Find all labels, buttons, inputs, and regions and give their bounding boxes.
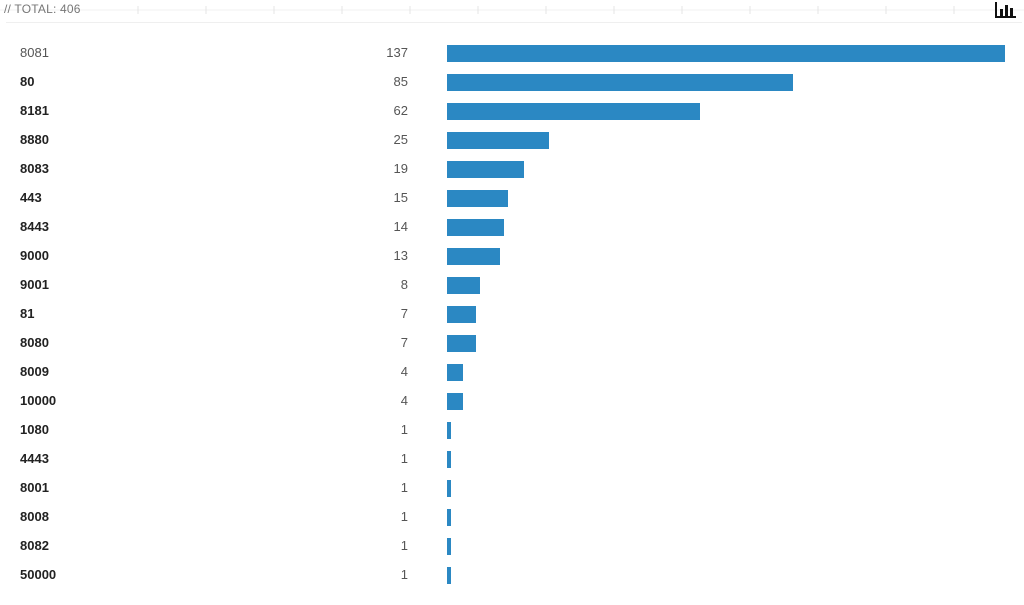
- bar[interactable]: [447, 277, 480, 294]
- category-label: 9000: [20, 248, 49, 263]
- value-label: 14: [393, 219, 408, 234]
- value-label: 19: [393, 161, 408, 176]
- chart-card: 8081 137 80 85 8181 62 8880 25 8083 19 443 15 8443 14…: [6, 22, 1022, 605]
- bar[interactable]: [447, 132, 549, 149]
- value-label: 13: [393, 248, 408, 263]
- category-label: 81: [20, 306, 35, 321]
- value-label: 1: [400, 509, 408, 524]
- bar[interactable]: [447, 364, 463, 381]
- value-label: 7: [400, 335, 408, 350]
- bar[interactable]: [447, 567, 451, 584]
- bar[interactable]: [447, 538, 451, 555]
- bar[interactable]: [447, 306, 476, 323]
- total-label: // TOTAL: 406: [4, 2, 81, 16]
- category-label: 50000: [20, 567, 57, 582]
- value-label: 1: [400, 538, 408, 553]
- bar[interactable]: [447, 509, 451, 526]
- category-label: 8082: [20, 538, 49, 553]
- category-label: 443: [20, 190, 42, 205]
- bar[interactable]: [447, 219, 504, 236]
- value-label: 4: [400, 364, 408, 379]
- value-label: 7: [400, 306, 408, 321]
- category-label: 8083: [20, 161, 49, 176]
- value-label: 1: [400, 480, 408, 495]
- value-label: 4: [400, 393, 408, 408]
- value-label: 1: [400, 567, 408, 582]
- category-label: 4443: [20, 451, 49, 466]
- category-label: 8009: [20, 364, 49, 379]
- top-strip: // TOTAL: 406: [0, 0, 1024, 20]
- value-label: 1: [400, 422, 408, 437]
- value-label: 8: [400, 277, 408, 292]
- bar[interactable]: [447, 161, 524, 178]
- bar[interactable]: [447, 422, 451, 439]
- bar[interactable]: [447, 74, 793, 91]
- top-grid: [0, 6, 1024, 14]
- bar[interactable]: [447, 480, 451, 497]
- bar[interactable]: [447, 248, 500, 265]
- category-label: 8443: [20, 219, 49, 234]
- category-label: 9001: [20, 277, 49, 292]
- bar[interactable]: [447, 451, 451, 468]
- category-label: 8001: [20, 480, 49, 495]
- bar[interactable]: [447, 45, 1005, 62]
- bar[interactable]: [447, 190, 508, 207]
- bar[interactable]: [447, 335, 476, 352]
- bar[interactable]: [447, 393, 463, 410]
- category-label: 8080: [20, 335, 49, 350]
- value-label: 62: [393, 103, 408, 118]
- bar-chart-icon[interactable]: [994, 0, 1018, 20]
- value-label: 85: [393, 74, 408, 89]
- category-label: 8008: [20, 509, 49, 524]
- category-label: 8880: [20, 132, 49, 147]
- category-label: 8181: [20, 103, 49, 118]
- category-label: 80: [20, 74, 35, 89]
- category-label: 1080: [20, 422, 49, 437]
- value-label: 137: [386, 45, 408, 60]
- category-label: 8081: [20, 45, 49, 60]
- value-label: 1: [400, 451, 408, 466]
- value-label: 25: [393, 132, 408, 147]
- bar[interactable]: [447, 103, 700, 120]
- value-label: 15: [393, 190, 408, 205]
- category-label: 10000: [20, 393, 57, 408]
